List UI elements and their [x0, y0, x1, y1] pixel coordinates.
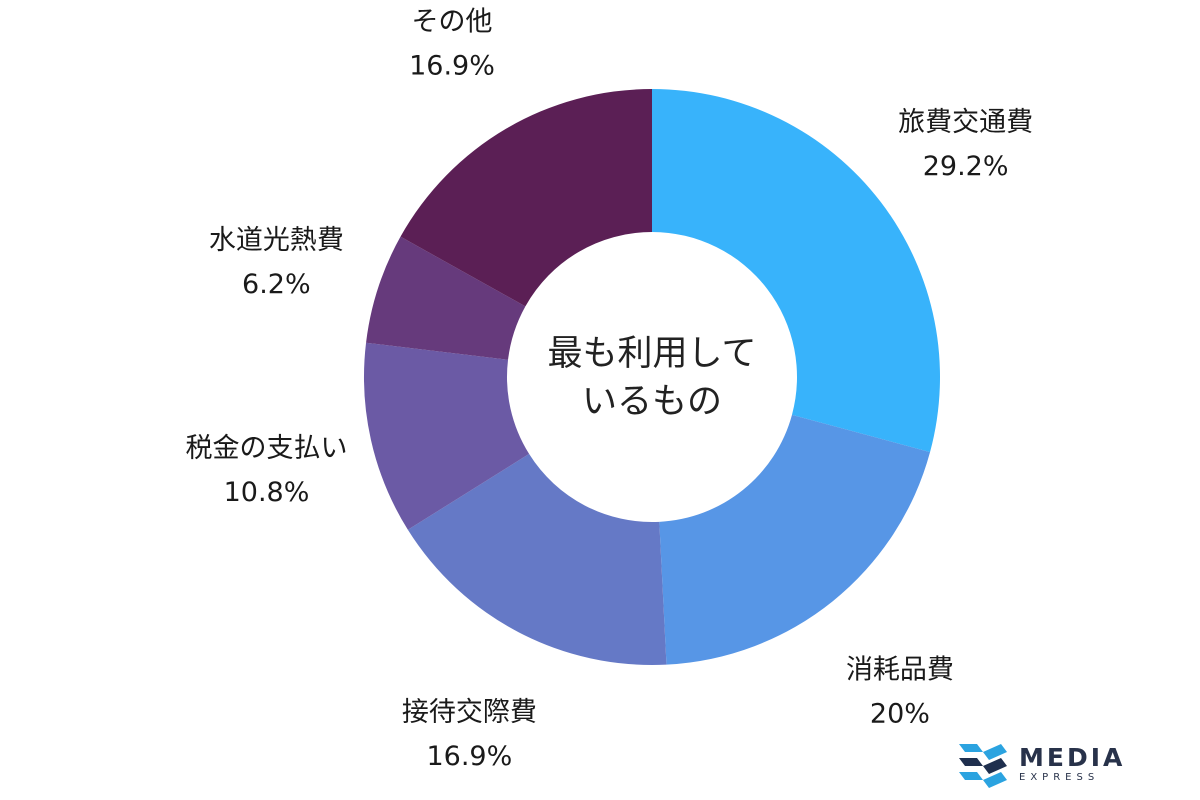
slice-value-label: 6.2% [242, 269, 311, 300]
donut-slice [400, 89, 652, 307]
slice-value-label: 16.9% [409, 50, 495, 81]
slice-label: その他 [411, 6, 492, 37]
slice-value-label: 16.9% [426, 741, 512, 772]
media-express-logo: MEDIA EXPRESS [955, 736, 1125, 792]
logo-sub-text: EXPRESS [1019, 772, 1100, 783]
donut-slice [366, 236, 526, 360]
donut-slice [659, 414, 931, 665]
media-express-logo-icon [959, 744, 1007, 788]
slice-value-label: 20% [870, 698, 930, 729]
logo-main-text: MEDIA [1019, 743, 1126, 772]
center-label: いるもの [582, 382, 722, 422]
center-label: 最も利用して [548, 334, 757, 374]
slice-value-label: 10.8% [224, 477, 310, 508]
donut-slice [652, 89, 940, 453]
slice-value-label: 29.2% [923, 151, 1009, 182]
slice-label: 税金の支払い [186, 433, 348, 464]
slice-label: 水道光熱費 [209, 225, 344, 256]
donut-slice [364, 342, 530, 530]
slice-label: 接待交際費 [402, 697, 537, 728]
slice-label: 消耗品費 [846, 654, 954, 685]
donut-slice [407, 453, 667, 665]
slice-label: 旅費交通費 [898, 107, 1033, 138]
